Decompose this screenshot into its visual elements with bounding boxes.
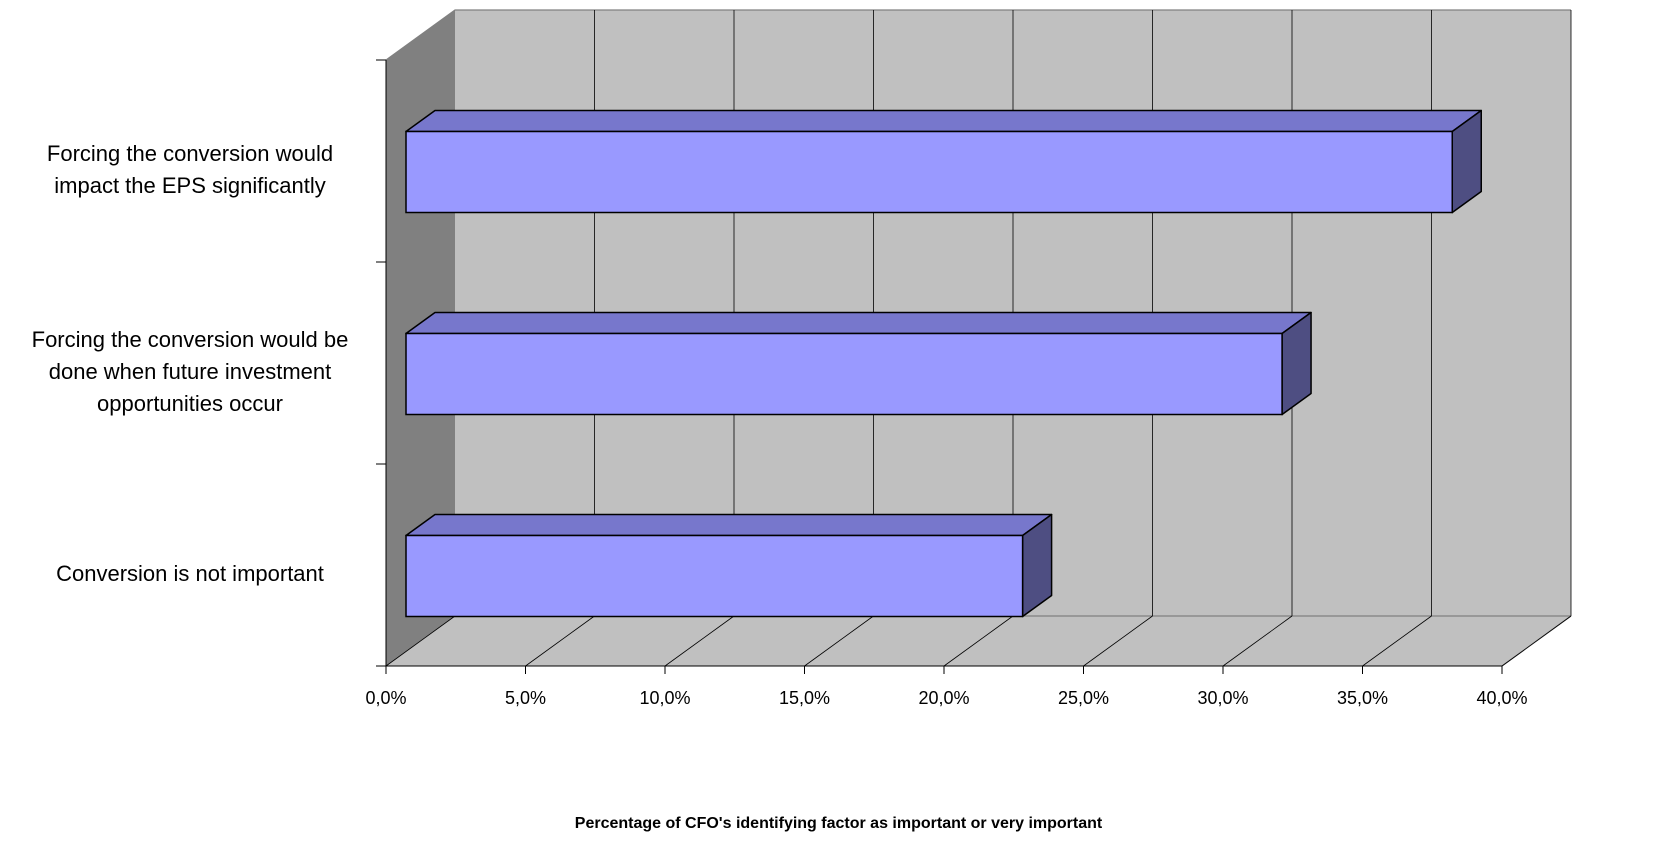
bar	[405, 332, 1283, 416]
floor-gridline	[1083, 615, 1153, 667]
x-tick-label: 10,0%	[639, 688, 691, 708]
floor-gridline	[804, 615, 874, 667]
bar-group	[405, 109, 1482, 214]
category-label: Forcing the conversion would be done when…	[10, 324, 370, 420]
floor-gridline	[525, 615, 595, 667]
x-axis-title: Percentage of CFO's identifying factor a…	[574, 815, 1103, 832]
bar-top	[405, 513, 1053, 537]
bars	[405, 109, 1482, 618]
floor-gridline	[943, 615, 1014, 667]
x-tick-label: 0,0%	[365, 688, 407, 708]
x-tick-label: 25,0%	[1057, 688, 1110, 708]
category-label-line: impact the EPS significantly	[54, 173, 326, 198]
bar-top	[405, 311, 1312, 335]
category-label-line: Forcing the conversion would be	[31, 327, 349, 352]
x-tick-label: 30,0%	[1197, 688, 1249, 708]
x-tick-label: 35,0%	[1336, 688, 1389, 708]
bar-group	[405, 311, 1312, 416]
category-label-line: Forcing the conversion would	[46, 141, 334, 166]
floor-gridline	[385, 615, 456, 667]
category-label: Forcing the conversion would impact the E…	[10, 138, 370, 202]
category-label: Conversion is not important	[10, 558, 370, 590]
floor-gridline	[1362, 615, 1432, 667]
category-label-line: opportunities occur	[97, 391, 283, 416]
x-tick-label: 20,0%	[918, 688, 970, 708]
x-tick-label: 5,0%	[504, 688, 547, 708]
floor-gridline	[664, 615, 735, 667]
bar	[405, 534, 1024, 618]
bar-top	[405, 109, 1482, 133]
floor-gridline	[1222, 615, 1293, 667]
bar-group	[405, 513, 1053, 618]
bar	[405, 130, 1453, 214]
axes	[376, 59, 1503, 674]
category-label-line: done when future investment	[48, 359, 332, 384]
x-tick-label: 40,0%	[1476, 688, 1528, 708]
floor-gridline	[1501, 615, 1572, 667]
x-tick-label: 15,0%	[778, 688, 831, 708]
category-label-line: Conversion is not important	[56, 561, 324, 586]
wall-top-edge	[385, 9, 1571, 61]
